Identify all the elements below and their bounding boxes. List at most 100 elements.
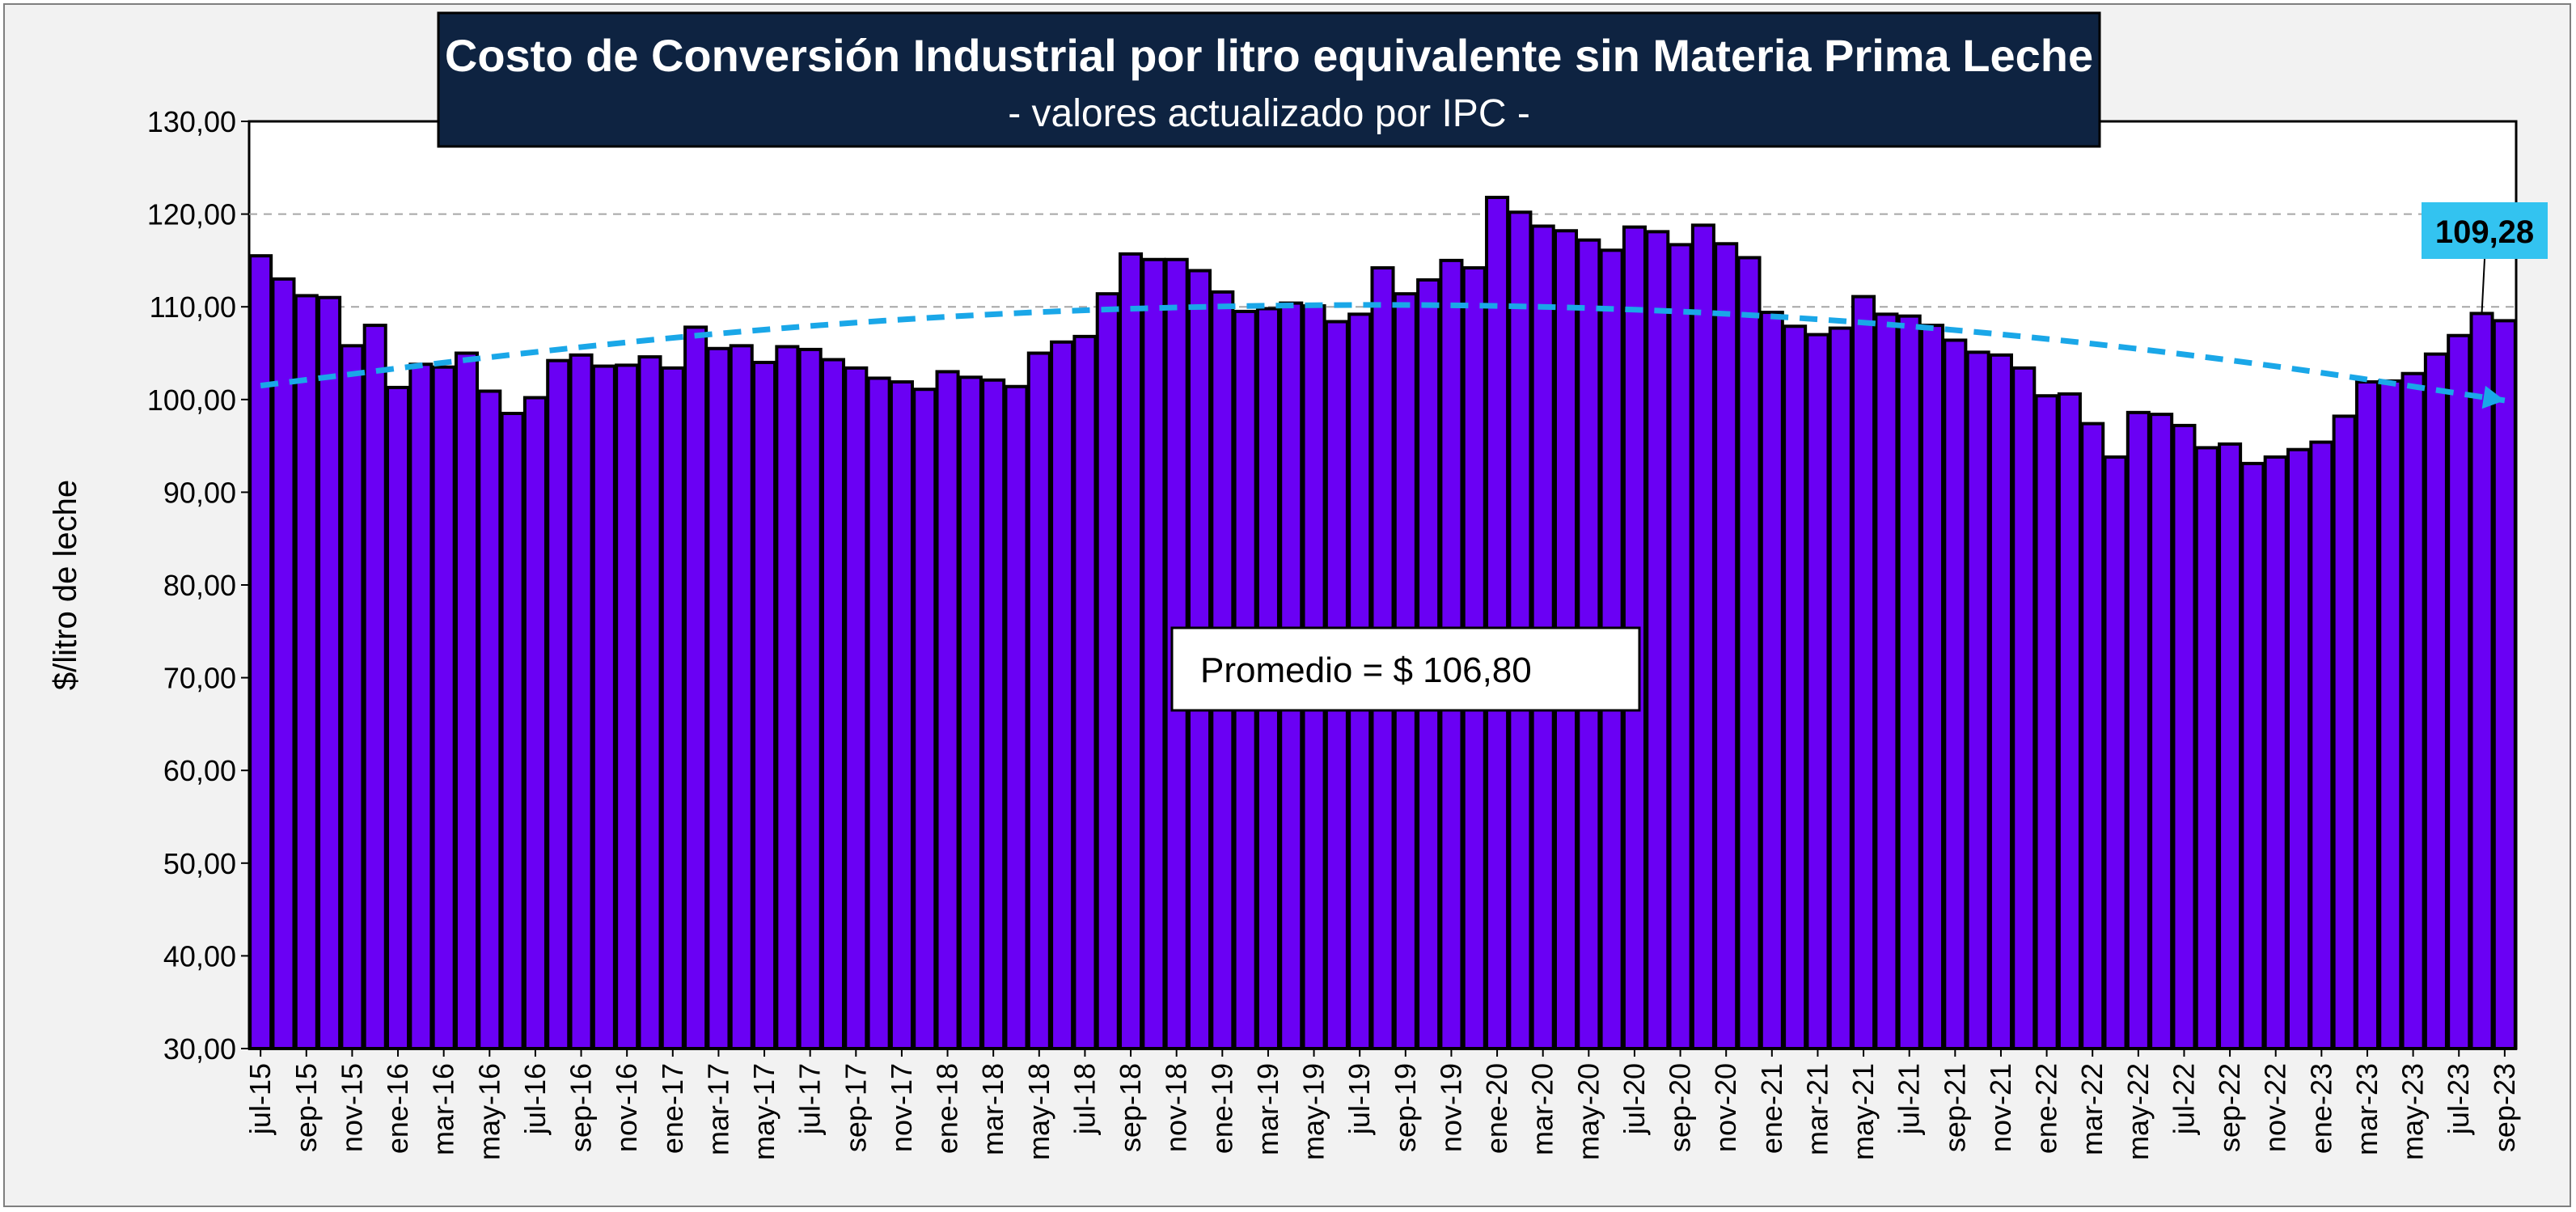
bar-ago-22 [2194,446,2219,1050]
x-tick-label: mar-23 [2350,1063,2384,1155]
chart-svg: 30,00 40,00 50,00 60,00 70,00 80,00 90,00 100,0… [48,11,2548,1160]
bar-ago-16 [546,358,571,1050]
bar-nov-20 [1714,242,1739,1051]
x-axis-ticks: jul-15 sep-15 nov-15 ene-16 mar-16 may-16 jul-… [243,1049,2521,1160]
bar-nov-15 [340,344,365,1051]
bar-jul-23 [2447,333,2472,1050]
x-tick-label: jul-16 [518,1063,552,1135]
bar-ago-23 [2469,311,2494,1051]
x-tick-label: jul-23 [2442,1063,2475,1135]
y-tick-label: 120,00 [147,198,236,231]
x-tick-label: ene-23 [2304,1063,2337,1154]
x-tick-label: ene-17 [656,1063,689,1154]
bar-may-17 [752,360,777,1050]
bar-sep-21 [1943,338,1968,1050]
bar-jun-17 [775,345,800,1050]
chart-frame: 30,00 40,00 50,00 60,00 70,00 80,00 90,00 100,0… [3,3,2571,1207]
x-tick-label: jul-21 [1893,1063,1926,1135]
trendline [260,302,2506,409]
x-tick-label: nov-18 [1160,1063,1193,1152]
chart-subtitle: - valores actualizado por IPC - [1008,92,1530,135]
bar-feb-22 [2057,392,2082,1050]
bar-jun-16 [500,411,525,1050]
x-tick-label: jul-17 [793,1063,827,1135]
bar-jul-21 [1897,314,1922,1051]
average-label: Promedio = $ 106,80 [1200,650,1532,690]
x-tick-label: may-21 [1846,1063,1880,1160]
bar-sep-18 [1119,252,1144,1050]
x-tick-label: nov-15 [335,1063,368,1152]
x-tick-label: jul-15 [243,1063,277,1135]
bar-ene-22 [2034,394,2059,1050]
bar-feb-23 [2332,414,2357,1051]
x-tick-label: sep-22 [2213,1063,2246,1152]
bar-jun-18 [1050,340,1075,1050]
x-tick-label: mar-16 [427,1063,460,1155]
bar-may-22 [2126,410,2151,1050]
x-tick-label: nov-16 [610,1063,643,1152]
y-tick-label: 60,00 [163,754,236,787]
bar-mar-18 [981,378,1006,1050]
bar-oct-20 [1690,223,1715,1050]
x-tick-label: nov-19 [1434,1063,1467,1152]
bar-nov-17 [889,380,914,1050]
bar-jun-21 [1874,312,1899,1051]
bar-feb-18 [958,375,983,1050]
bar-jul-17 [797,347,823,1050]
x-tick-label: may-22 [2121,1063,2155,1160]
chart-title: Costo de Conversión Industrial por litro… [445,30,2093,81]
y-tick-label: 90,00 [163,476,236,509]
bar-dic-15 [362,324,387,1050]
bar-dic-22 [2286,447,2312,1050]
bar-nov-16 [615,363,640,1050]
last-value-box [2422,202,2548,259]
bar-sep-17 [844,366,869,1050]
bar-ene-21 [1759,311,1784,1050]
y-tick-label: 110,00 [150,290,236,324]
bar-abr-18 [1004,384,1029,1051]
bar-feb-21 [1783,324,1808,1050]
x-tick-label: may-17 [747,1063,780,1160]
bar-sep-16 [569,353,594,1050]
bar-mar-21 [1805,333,1830,1050]
bar-ago-17 [820,358,846,1051]
average-box [1170,626,1641,712]
bar-dic-20 [1736,256,1762,1051]
bar-ago-20 [1645,230,1670,1050]
last-value-label: 109,28 [2435,214,2534,250]
y-axis-title: $/litro de leche [48,480,83,690]
bar-ago-18 [1095,292,1120,1050]
x-tick-label: sep-19 [1389,1063,1422,1152]
bar-oct-16 [591,364,616,1050]
bar-jul-15 [248,254,273,1051]
bar-nov-22 [2263,455,2288,1050]
bar-ene-17 [660,366,685,1050]
x-tick-label: nov-20 [1709,1063,1742,1152]
x-tick-label: sep-23 [2488,1063,2521,1152]
bar-oct-18 [1141,257,1166,1050]
bars [248,195,2517,1051]
y-tick-label: 30,00 [163,1032,236,1066]
x-tick-label: ene-18 [931,1063,964,1154]
bar-jul-18 [1072,334,1098,1050]
x-tick-label: mar-20 [1526,1063,1559,1155]
bar-abr-23 [2378,379,2403,1050]
x-tick-label: sep-15 [290,1063,323,1152]
y-tick-label: 80,00 [163,569,236,602]
bar-mar-23 [2354,380,2379,1050]
bar-abr-21 [1828,326,1853,1051]
bar-dic-17 [912,388,937,1051]
bar-mar-16 [431,365,456,1050]
bar-oct-22 [2240,461,2265,1050]
x-tick-label: may-18 [1022,1063,1055,1160]
bar-nov-21 [1988,353,2013,1050]
bar-oct-21 [1965,350,1990,1050]
x-tick-label: sep-20 [1664,1063,1697,1152]
x-tick-label: sep-21 [1938,1063,1971,1152]
bar-dic-21 [2011,366,2037,1050]
bar-dic-16 [637,355,662,1051]
x-tick-label: ene-16 [381,1063,414,1154]
bar-sep-15 [294,294,319,1050]
y-tick-label: 40,00 [163,939,236,973]
x-tick-label: may-16 [472,1063,505,1160]
